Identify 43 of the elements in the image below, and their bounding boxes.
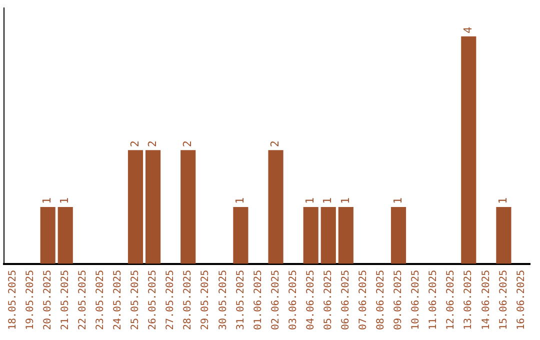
x-tick-label: 26.05.2025: [148, 270, 159, 330]
x-tick-label: 16.06.2025: [516, 270, 527, 330]
data-label: 1: [304, 197, 317, 204]
x-tick-label: 27.05.2025: [165, 270, 176, 330]
x-tick-label: 06.06.2025: [340, 270, 352, 330]
x-tick-label: 05.06.2025: [322, 270, 334, 330]
data-label: 2: [146, 140, 159, 148]
data-label: 1: [496, 197, 510, 204]
x-tick-label: 31.05.2025: [235, 270, 246, 330]
x-tick-label: 30.05.2025: [218, 270, 229, 330]
x-tick-label: 24.05.2025: [112, 270, 124, 330]
x-tick-label: 22.05.2025: [77, 270, 88, 330]
x-tick-label: 23.05.2025: [95, 270, 106, 330]
x-tick-label: 14.06.2025: [480, 270, 492, 330]
data-label: 1: [58, 197, 72, 204]
x-tick-label: 19.05.2025: [24, 270, 36, 330]
data-label: 2: [128, 140, 142, 148]
x-tick-label: 03.06.2025: [288, 270, 299, 330]
x-tick-label: 29.05.2025: [200, 270, 212, 330]
data-label: 1: [391, 197, 404, 204]
x-tick-label: 04.06.2025: [305, 270, 316, 330]
data-label: 1: [40, 197, 54, 204]
data-label: 1: [234, 197, 247, 204]
x-tick-label: 08.06.2025: [376, 270, 387, 330]
x-tick-label: 01.06.2025: [252, 270, 264, 330]
x-tick-label: 11.06.2025: [428, 270, 440, 330]
data-label: 4: [461, 26, 474, 34]
x-tick-label: 21.05.2025: [60, 270, 71, 330]
x-tick-label: 10.06.2025: [410, 270, 422, 330]
x-tick-label: 09.06.2025: [393, 270, 404, 330]
x-tick-label: 12.06.2025: [446, 270, 457, 330]
x-tick-label: 02.06.2025: [270, 270, 282, 330]
data-label: 1: [321, 197, 334, 204]
data-label: 2: [180, 140, 194, 148]
data-label: 1: [338, 197, 352, 204]
x-tick-label: 20.05.2025: [42, 270, 54, 330]
x-tick-label: 28.05.2025: [182, 270, 194, 330]
data-label: 2: [268, 140, 282, 148]
x-tick-label: 25.05.2025: [130, 270, 142, 330]
x-tick-label: 13.06.2025: [463, 270, 474, 330]
x-tick-label: 07.06.2025: [358, 270, 370, 330]
x-tick-label: 18.05.2025: [7, 270, 18, 330]
x-tick-label: 15.06.2025: [498, 270, 510, 330]
